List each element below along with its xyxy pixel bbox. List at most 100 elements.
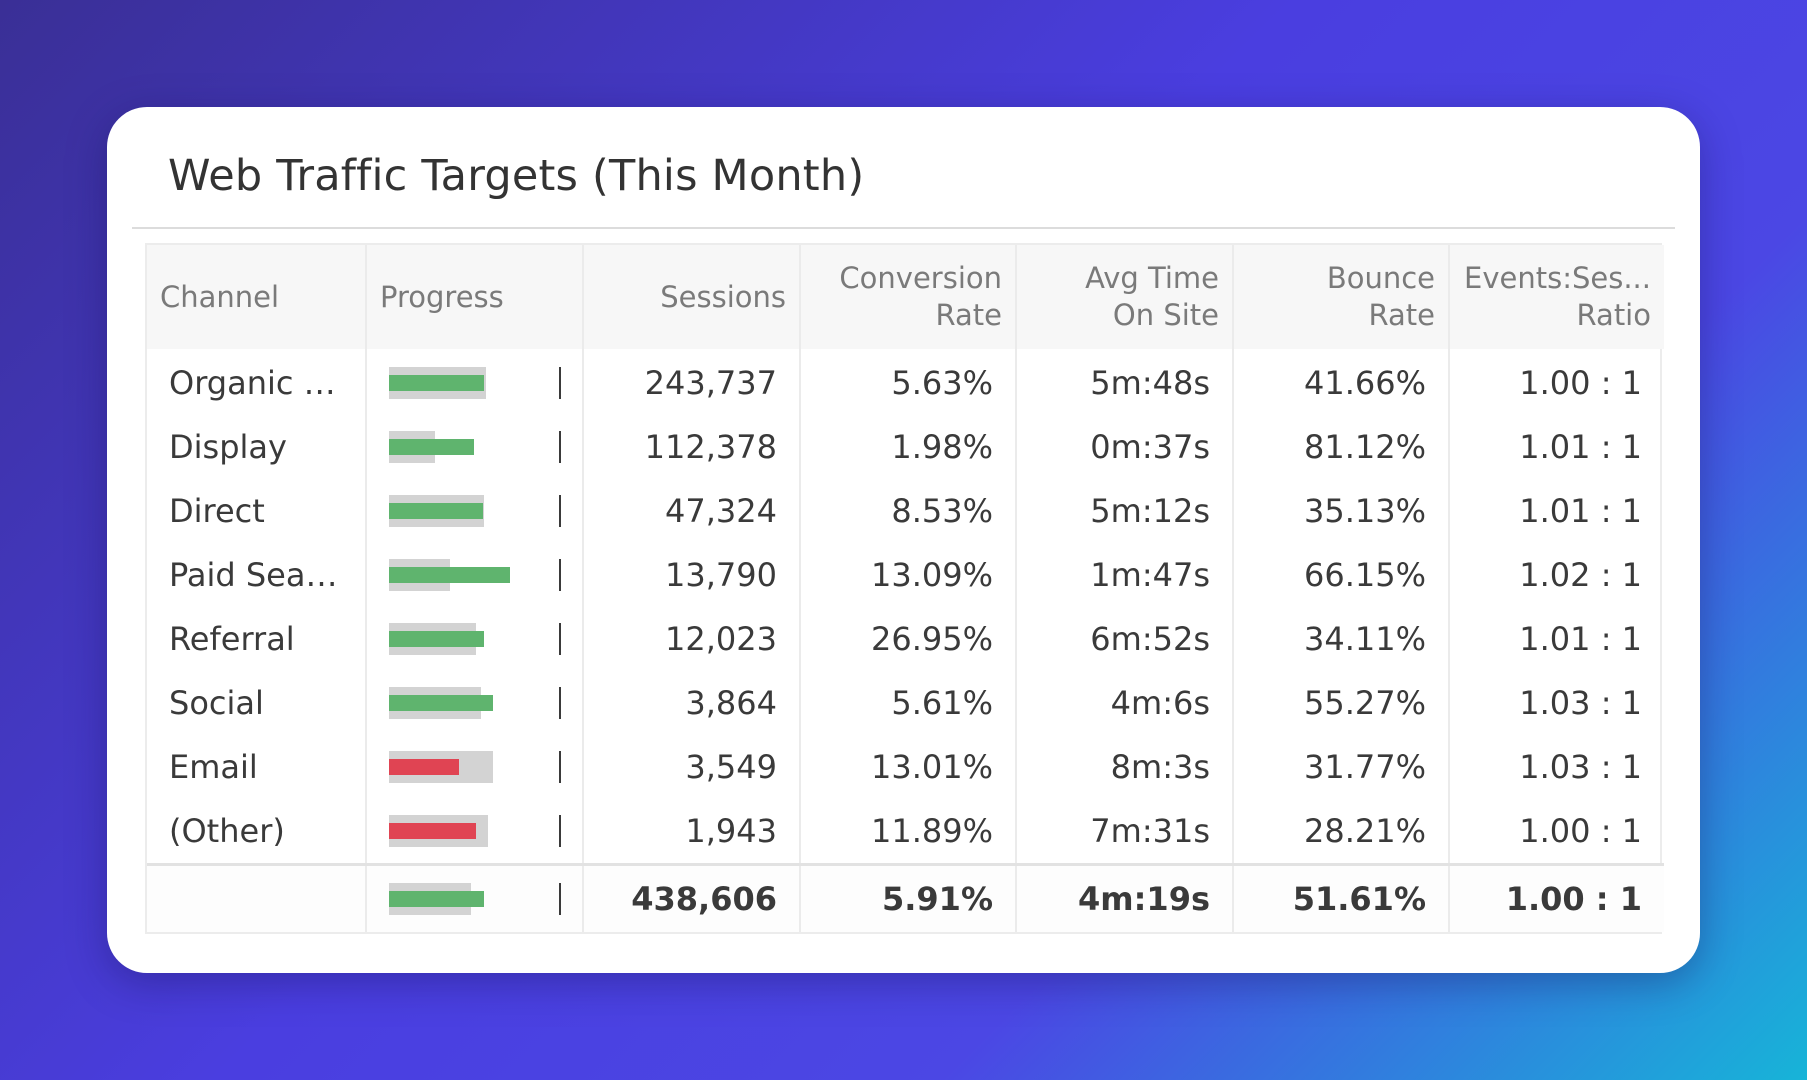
cell-avg-time: 1m:47s (1016, 543, 1234, 607)
table-row[interactable]: Direct 47,324 8.53% 5m:12s 35.13% 1.01 : 1 (147, 479, 1664, 543)
cell-sessions: 1,943 (583, 799, 801, 865)
header-events-ratio[interactable]: Events:Ses... Ratio (1449, 245, 1664, 349)
cell-channel: (Other) (147, 799, 367, 865)
progress-actual-bar (389, 695, 493, 711)
table-body: Organic S... 243,737 5.63% 5m:48s 41.66% 1.00… (147, 349, 1664, 865)
header-bounce-rate-line1: Bounce (1326, 261, 1435, 295)
header-avg-time-line2: On Site (1112, 298, 1219, 332)
header-sessions-label: Sessions (660, 279, 786, 314)
cell-channel: Email (147, 735, 367, 799)
progress-bullet (389, 621, 564, 657)
totals-events-ratio: 1.00 : 1 (1449, 863, 1664, 932)
progress-bullet (389, 493, 564, 529)
table-row[interactable]: Paid Sear... 13,790 13.09% 1m:47s 66.15% 1.02… (147, 543, 1664, 607)
header-conversion-rate[interactable]: Conversion Rate (800, 245, 1017, 349)
cell-conversion-rate: 5.61% (800, 671, 1017, 735)
cell-progress (366, 671, 584, 735)
table-header-row: Channel Progress Sessions Conversion Rate… (147, 245, 1664, 349)
traffic-table-container: Channel Progress Sessions Conversion Rate… (145, 243, 1664, 934)
cell-progress (366, 415, 584, 479)
cell-events-ratio: 1.03 : 1 (1519, 748, 1642, 786)
progress-target-marker (559, 883, 561, 915)
header-conversion-rate-line2: Rate (935, 298, 1003, 332)
cell-progress (366, 799, 584, 865)
cell-sessions: 13,790 (583, 543, 801, 607)
header-channel[interactable]: Channel (147, 245, 367, 349)
cell-sessions: 3,549 (583, 735, 801, 799)
totals-progress (366, 863, 584, 932)
table-row[interactable]: Email 3,549 13.01% 8m:3s 31.77% 1.03 : 1 (147, 735, 1664, 799)
table-row[interactable]: (Other) 1,943 11.89% 7m:31s 28.21% 1.00 : 1 (147, 799, 1664, 865)
header-events-ratio-line1: Events:Ses... (1464, 261, 1651, 295)
cell-events-ratio: 1.01 : 1 (1519, 492, 1642, 530)
progress-target-marker (559, 751, 561, 783)
progress-bullet (389, 749, 564, 785)
cell-avg-time: 8m:3s (1016, 735, 1234, 799)
header-avg-time-line1: Avg Time (1085, 261, 1219, 295)
progress-actual-bar (389, 759, 459, 775)
table-row[interactable]: Display 112,378 1.98% 0m:37s 81.12% 1.01 : 1 (147, 415, 1664, 479)
cell-channel: Direct (147, 479, 367, 543)
totals-channel (147, 863, 367, 932)
cell-events-ratio: 1.02 : 1 (1519, 556, 1642, 594)
cell-avg-time: 0m:37s (1016, 415, 1234, 479)
cell-events-ratio: 1.01 : 1 (1519, 428, 1642, 466)
progress-actual-bar (389, 503, 483, 519)
header-progress[interactable]: Progress (366, 245, 584, 349)
card-title: Web Traffic Targets (This Month) (168, 151, 865, 201)
cell-events-ratio: 1.03 : 1 (1519, 684, 1642, 722)
cell-channel: Referral (147, 607, 367, 671)
cell-conversion-rate: 13.09% (800, 543, 1017, 607)
cell-events-ratio: 1.00 : 1 (1519, 364, 1642, 402)
header-bounce-rate-line2: Rate (1368, 298, 1436, 332)
progress-bullet (389, 813, 564, 849)
header-avg-time[interactable]: Avg Time On Site (1016, 245, 1234, 349)
header-progress-label: Progress (380, 279, 504, 314)
cell-conversion-rate: 1.98% (800, 415, 1017, 479)
progress-target-marker (559, 495, 561, 527)
cell-bounce-rate: 31.77% (1233, 735, 1450, 799)
cell-conversion-rate: 5.63% (800, 349, 1017, 415)
cell-progress (366, 607, 584, 671)
cell-progress (366, 543, 584, 607)
progress-target-marker (559, 623, 561, 655)
progress-actual-bar (389, 439, 474, 455)
progress-actual-bar (389, 823, 476, 839)
table-row[interactable]: Social 3,864 5.61% 4m:6s 55.27% 1.03 : 1 (147, 671, 1664, 735)
cell-bounce-rate: 41.66% (1233, 349, 1450, 415)
table-row[interactable]: Organic S... 243,737 5.63% 5m:48s 41.66% 1.00… (147, 349, 1664, 415)
cell-conversion-rate: 8.53% (800, 479, 1017, 543)
cell-channel: Social (147, 671, 367, 735)
progress-actual-bar (389, 891, 484, 907)
cell-bounce-rate: 28.21% (1233, 799, 1450, 865)
cell-conversion-rate: 13.01% (800, 735, 1017, 799)
progress-actual-bar (389, 375, 484, 391)
cell-progress (366, 735, 584, 799)
cell-channel: Organic S... (147, 349, 367, 415)
header-events-ratio-line2: Ratio (1576, 298, 1651, 332)
cell-conversion-rate: 26.95% (800, 607, 1017, 671)
totals-avg-time: 4m:19s (1016, 863, 1234, 932)
cell-channel: Paid Sear... (147, 543, 367, 607)
table-row[interactable]: Referral 12,023 26.95% 6m:52s 34.11% 1.01 : 1 (147, 607, 1664, 671)
web-traffic-card: Web Traffic Targets (This Month) Channel… (107, 107, 1700, 973)
cell-sessions: 243,737 (583, 349, 801, 415)
totals-sessions: 438,606 (583, 863, 801, 932)
progress-bullet (389, 365, 564, 401)
cell-bounce-rate: 34.11% (1233, 607, 1450, 671)
progress-target-marker (559, 687, 561, 719)
header-bounce-rate[interactable]: Bounce Rate (1233, 245, 1450, 349)
cell-events-ratio: 1.00 : 1 (1519, 812, 1642, 850)
cell-avg-time: 7m:31s (1016, 799, 1234, 865)
header-sessions[interactable]: Sessions (583, 245, 801, 349)
traffic-table-frame: Channel Progress Sessions Conversion Rate… (145, 243, 1664, 934)
progress-actual-bar (389, 631, 484, 647)
traffic-table: Channel Progress Sessions Conversion Rate… (147, 245, 1664, 932)
cell-sessions: 12,023 (583, 607, 801, 671)
cell-progress (366, 349, 584, 415)
cell-sessions: 47,324 (583, 479, 801, 543)
cell-avg-time: 6m:52s (1016, 607, 1234, 671)
cell-bounce-rate: 35.13% (1233, 479, 1450, 543)
progress-bullet (389, 881, 564, 917)
cell-bounce-rate: 81.12% (1233, 415, 1450, 479)
